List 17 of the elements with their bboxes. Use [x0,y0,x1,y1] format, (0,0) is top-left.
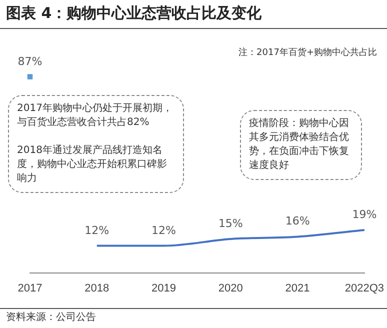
x-tick-label: 2020 [218,282,243,294]
annotation: 疫情阶段：购物中心因其多元消费体验结合优势，在负面冲击下恢复速度良好 [240,110,362,180]
data-label: 12% [152,224,176,237]
data-label: 15% [218,217,243,230]
x-tick-label: 2017 [18,282,42,294]
data-label: 16% [285,214,310,228]
chart-title: 图表 4：购物中心业态营收占比及变化 [6,4,262,23]
text: 资料来源：公司公告 [6,311,96,325]
data-label: 12% [84,224,110,237]
x-tick-label: 2021 [285,282,310,294]
x-tick-label: 2019 [152,282,176,294]
x-tick-label: 2018 [84,282,110,294]
x-tick-label: 2022Q3 [344,282,384,294]
data-label: 19% [352,208,377,221]
text: 2017年购物中心仍处于开展初期，与百货业态营收合计共占82% 2018年通过发展产品线打造知名度，购物中心业态开始积累口碑影响力 [17,103,172,184]
data-label: 87% [18,54,42,68]
text: 注：2017年百货+购物中心共占比 [238,46,377,60]
